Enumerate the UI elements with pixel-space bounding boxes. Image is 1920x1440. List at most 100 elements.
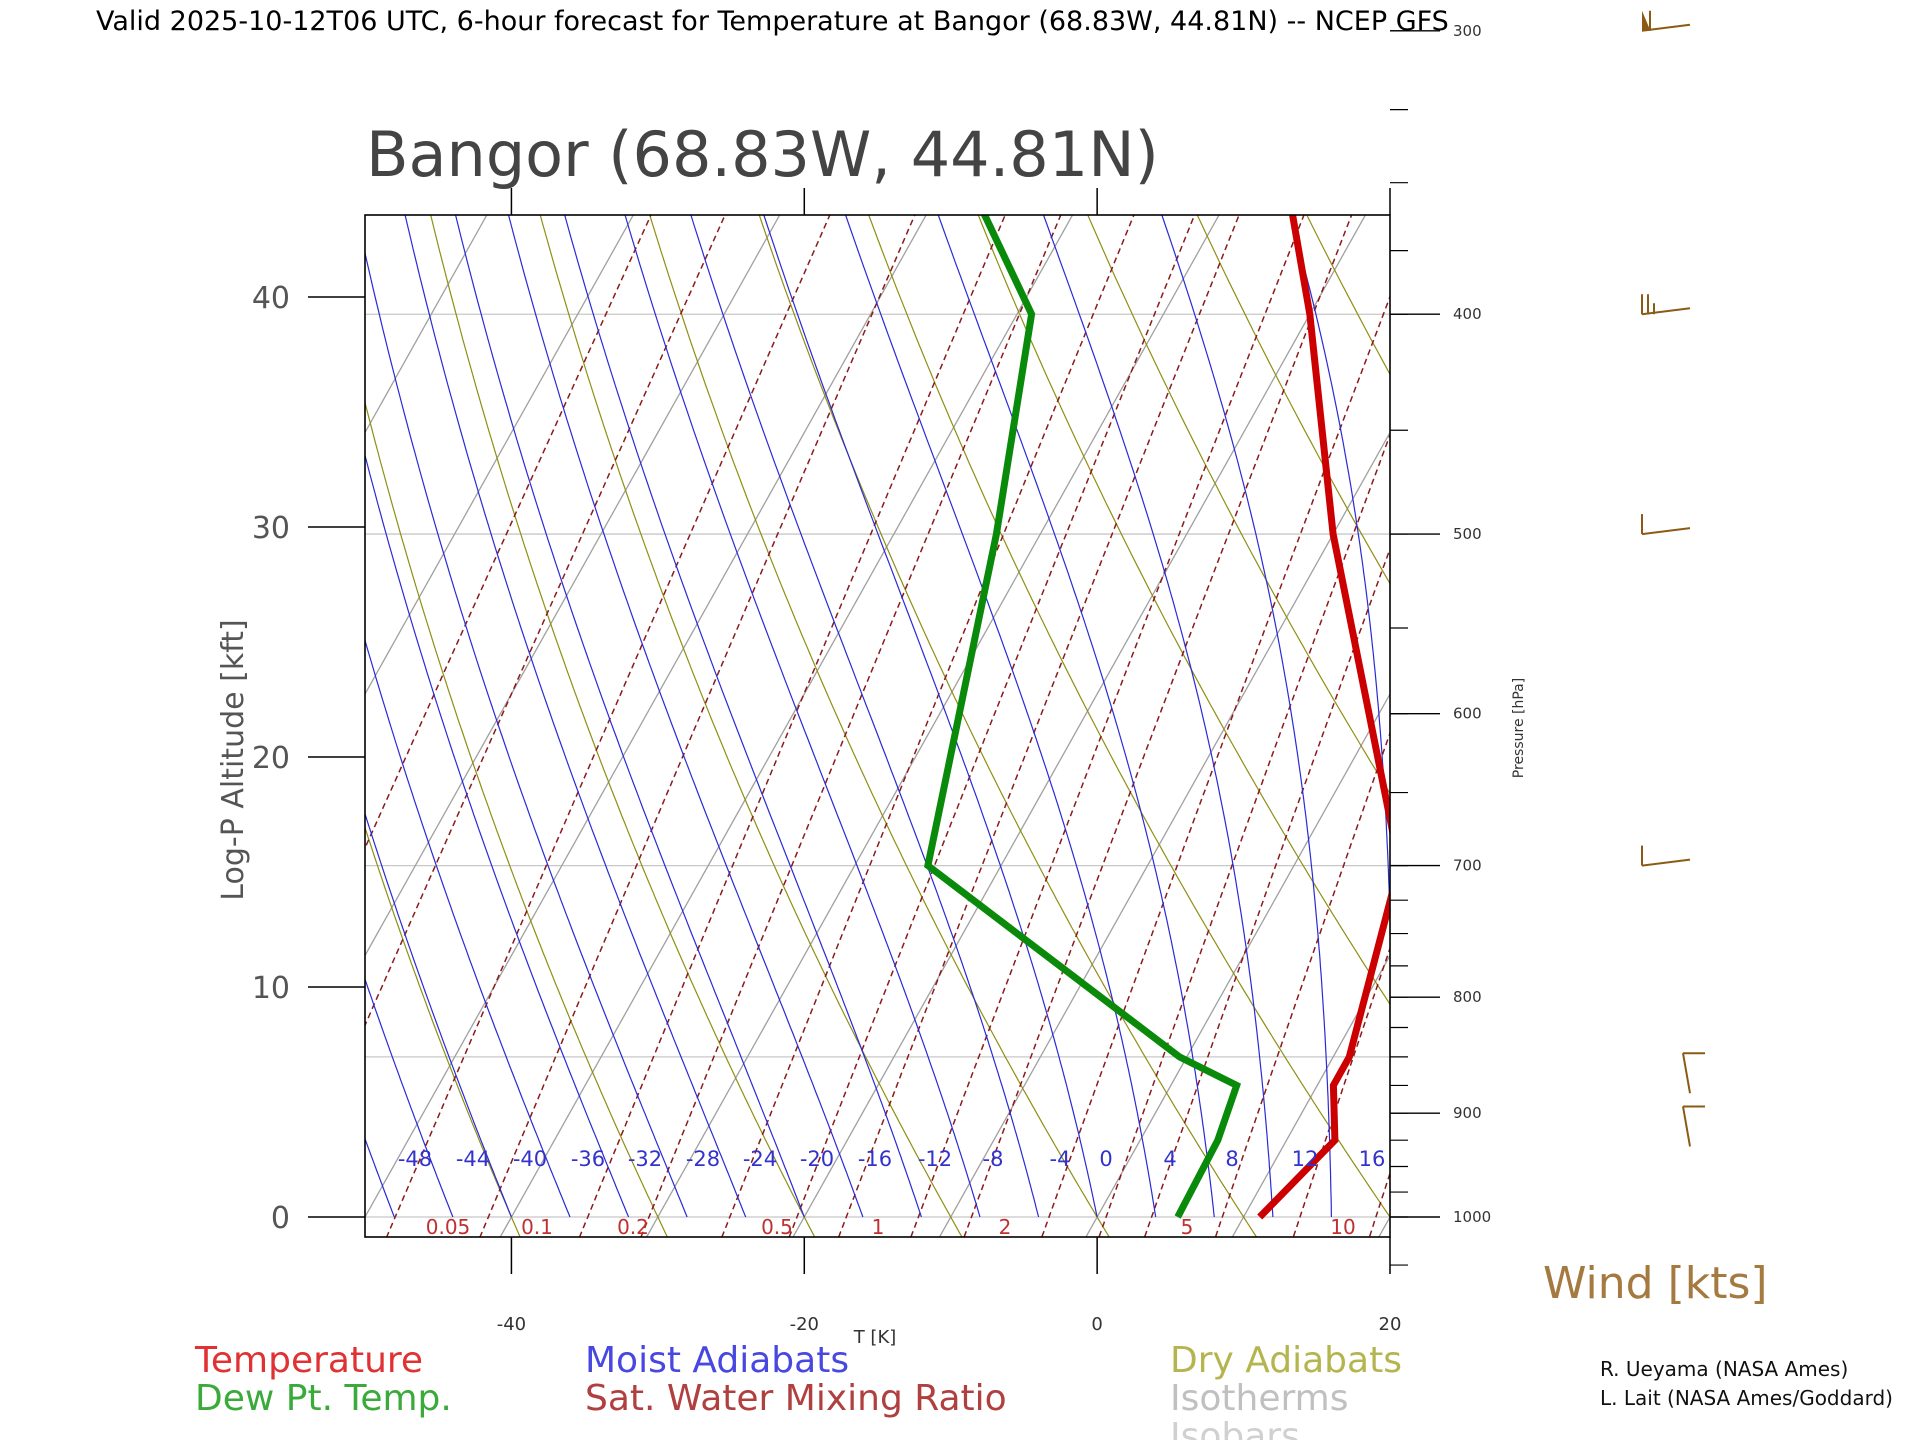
- moist-adiabat: [365, 811, 512, 1218]
- wind-barb: [1641, 294, 1691, 316]
- moist-adiabat: [690, 215, 1040, 1218]
- dry-adiabat: [1182, 0, 1920, 1274]
- pressure-axis-label: Pressure [hPa]: [1511, 678, 1527, 778]
- background-lines: [0, 0, 1920, 1274]
- isotherm-line: [1378, 1215, 1390, 1237]
- moist-adiabat: [1624, 0, 1788, 1217]
- mixing-ratio-line: [721, 215, 1135, 1237]
- moist-adiabat: [763, 215, 1098, 1218]
- isotherm-line: [1651, 0, 1920, 1274]
- moist-adiabat: [1194, 0, 1463, 1217]
- mixing-ratio-label: 0.5: [761, 1215, 793, 1239]
- mixing-ratio-line: [910, 215, 1305, 1237]
- mixing-ratio-line: [1041, 294, 1390, 1237]
- wind-barb: [1682, 1052, 1705, 1094]
- moist-adiabat-label: -40: [513, 1147, 547, 1171]
- moist-adiabat-label: -12: [918, 1147, 952, 1171]
- moist-adiabat: [365, 250, 688, 1218]
- mixing-ratio-label: 0.2: [617, 1215, 649, 1239]
- isotherm-line: [1504, 0, 1920, 1274]
- y-tick-label: 0: [271, 1201, 290, 1236]
- moist-adiabat: [1042, 215, 1274, 1218]
- y-tick-label: 10: [252, 971, 290, 1006]
- dry-adiabat: [977, 215, 1390, 1006]
- legend-isotherms: Isotherms: [1170, 1378, 1348, 1419]
- isotherm-line: [365, 215, 488, 434]
- dry-adiabat: [365, 825, 521, 1237]
- isotherm-line: [0, 0, 334, 1274]
- legend-dewpoint: Dew Pt. Temp.: [195, 1378, 452, 1419]
- wind-barb-staff: [1641, 858, 1691, 867]
- isotherm-line: [365, 215, 927, 1219]
- moist-adiabat-label: -44: [456, 1147, 490, 1171]
- pressure-tick-label: 500: [1453, 525, 1482, 543]
- isotherm-line: [1085, 692, 1390, 1237]
- chart-title: Bangor (68.83W, 44.81N): [366, 118, 1159, 191]
- dry-adiabat: [1445, 0, 1920, 1274]
- mixing-ratio-label: 10: [1330, 1215, 1355, 1239]
- dry-adiabat: [1532, 0, 1920, 1274]
- wind-barb-staff: [1682, 1106, 1691, 1147]
- wind-barb: [1682, 1105, 1705, 1147]
- moist-adiabat: [365, 1137, 395, 1218]
- mixing-ratio-label: 0.05: [426, 1215, 471, 1239]
- mixing-ratio-line: [578, 215, 1006, 1237]
- mixing-ratio-line: [479, 215, 916, 1237]
- mixing-ratio-line: [1441, 0, 1920, 1274]
- mixing-ratio-line: [385, 215, 831, 1237]
- moist-adiabat: [1161, 215, 1332, 1218]
- x-tick-label: -20: [790, 1314, 819, 1335]
- moist-adiabat: [1683, 0, 1920, 1217]
- pressure-tick-label: 900: [1453, 1104, 1482, 1122]
- moist-adiabat: [365, 977, 454, 1218]
- moist-adiabat: [33, 0, 336, 1217]
- isotherm-line: [0, 0, 41, 1274]
- chart-header: Valid 2025-10-12T06 UTC, 6-hour forecast…: [96, 6, 1449, 37]
- mixing-ratio-label: 1: [872, 1215, 885, 1239]
- moist-adiabat-label: -4: [1050, 1147, 1071, 1171]
- moist-adiabat: [0, 0, 277, 1217]
- x-tick-label: 20: [1379, 1314, 1402, 1335]
- axes: 010203040-40-200202003004005006007008009…: [252, 22, 1491, 1335]
- moist-adiabat-label: 4: [1163, 1147, 1176, 1171]
- wind-barb-pennant: [1642, 10, 1650, 31]
- legend-mixing-ratio: Sat. Water Mixing Ratio: [585, 1378, 1007, 1419]
- dry-adiabat: [1196, 215, 1390, 585]
- isotherm-line: [645, 215, 1220, 1237]
- moist-adiabat-label: -20: [800, 1147, 834, 1171]
- x-tick-label: -40: [497, 1314, 526, 1335]
- moist-adiabat-label: 0: [1099, 1147, 1112, 1171]
- mixing-ratio-line: [1368, 1171, 1390, 1237]
- moist-adiabat: [365, 638, 571, 1218]
- pressure-tick-label: 1000: [1453, 1208, 1491, 1226]
- dry-adiabat: [1707, 0, 1920, 1274]
- isotherm-line: [365, 215, 635, 696]
- dry-adiabat: [1087, 215, 1390, 795]
- y-tick-label: 40: [252, 281, 290, 316]
- x-tick-label: 0: [1091, 1314, 1102, 1335]
- wind-barb: [1641, 10, 1691, 32]
- pressure-tick-label: 600: [1453, 705, 1482, 723]
- profiles: [924, 215, 1390, 1220]
- moist-adiabat-label: -36: [571, 1147, 605, 1171]
- moist-adiabat: [0, 0, 219, 1217]
- mixing-ratio-label: 2: [999, 1215, 1012, 1239]
- moist-adiabat: [1566, 0, 1657, 1217]
- mixing-ratio-line: [1143, 546, 1390, 1237]
- chart-labels: -48 -44 -40 -36 -32 -28 -24 -20 -16 -12 -8 -4 0 4 8 12 1…: [398, 1147, 1386, 1239]
- legend-moist-adiabats: Moist Adiabats: [585, 1340, 849, 1381]
- moist-adiabat: [937, 215, 1215, 1218]
- moist-adiabat: [564, 215, 922, 1218]
- moist-adiabat-label: -24: [743, 1147, 777, 1171]
- legend-dry-adiabats: Dry Adiabats: [1170, 1340, 1402, 1381]
- legend-isobars: Isobars: [1170, 1416, 1300, 1440]
- dry-adiabat: [1306, 215, 1390, 376]
- mixing-ratio-line: [963, 215, 1353, 1237]
- isotherm-line: [0, 0, 627, 1274]
- moist-adiabat: [454, 215, 805, 1218]
- wind-barbs: [1641, 10, 1705, 1147]
- moist-adiabat: [507, 215, 864, 1218]
- dry-adiabat: [430, 215, 816, 1237]
- moist-adiabat-label: -48: [398, 1147, 432, 1171]
